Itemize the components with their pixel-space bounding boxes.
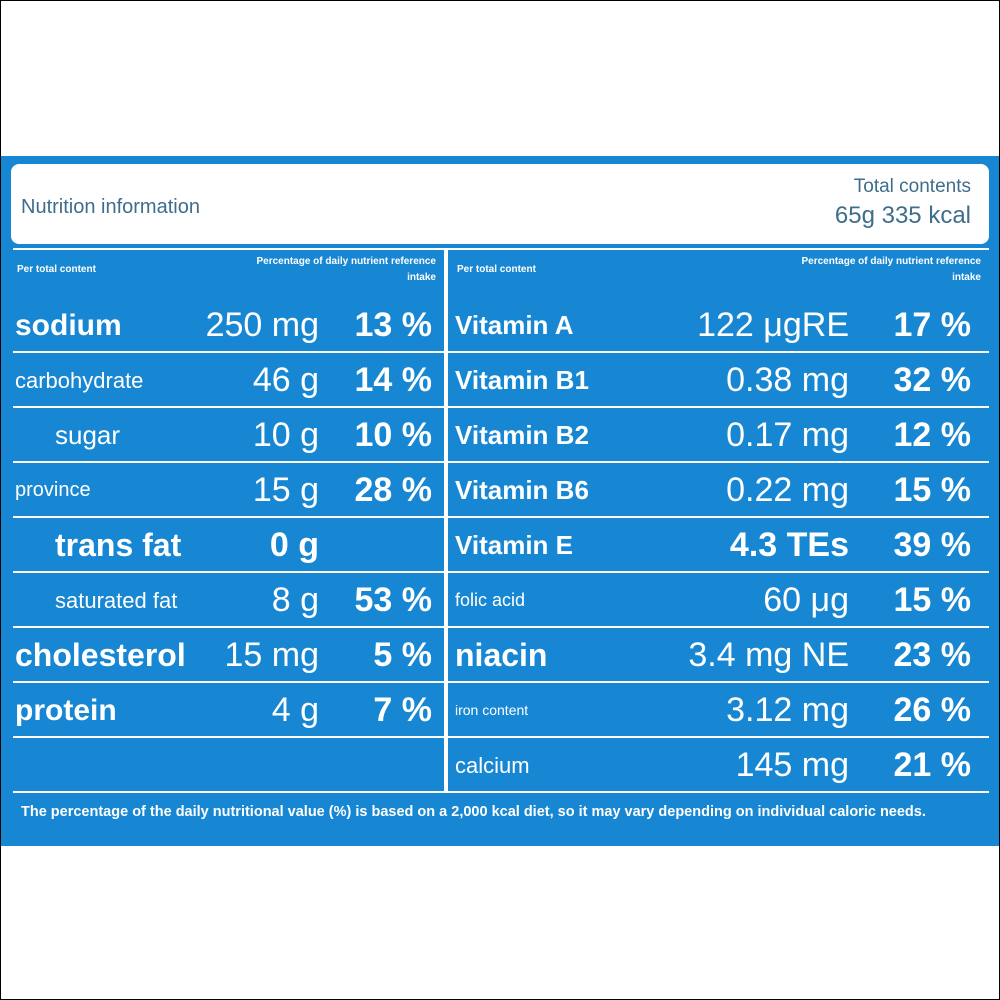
- nutrient-name: sugar: [55, 420, 121, 450]
- column-divider: [444, 248, 448, 793]
- amount: 4.3 TEs: [729, 526, 849, 564]
- col-header: Percentage of daily nutrient reference i…: [256, 256, 436, 283]
- nutrient-name: sodium: [15, 309, 122, 342]
- amount: 15 g: [252, 471, 319, 509]
- percent: 13 %: [354, 306, 433, 344]
- percent: 17 %: [893, 306, 972, 344]
- nutrient-name: carbohydrate: [15, 368, 144, 393]
- row-line: [13, 298, 444, 353]
- row-line: [448, 683, 989, 738]
- col-header: Per total content: [17, 264, 96, 275]
- row-line: [13, 628, 444, 683]
- amount: 0.22 mg: [726, 471, 849, 509]
- percent: 12 %: [893, 416, 972, 454]
- row-line: [448, 573, 989, 628]
- amount: 0.17 mg: [726, 416, 849, 454]
- percent: 28 %: [354, 471, 433, 509]
- amount: 0 g: [269, 526, 319, 564]
- amount: 3.12 mg: [726, 691, 849, 729]
- nutrient-name: iron content: [455, 702, 529, 718]
- row-line: [13, 683, 444, 738]
- nutrient-name: niacin: [455, 637, 548, 673]
- row-line: [448, 298, 989, 353]
- rule: [13, 248, 989, 250]
- row-line: [448, 518, 989, 573]
- percent: 32 %: [893, 361, 972, 399]
- percent: 15 %: [893, 471, 972, 509]
- nutrient-name: Vitamin B1: [455, 365, 589, 395]
- col-header: Percentage of daily nutrient reference i…: [801, 256, 981, 283]
- percent: 26 %: [893, 691, 972, 729]
- amount: 10 g: [252, 416, 319, 454]
- amount: 250 mg: [205, 306, 319, 344]
- row-line: [13, 738, 444, 793]
- amount: 46 g: [252, 361, 319, 399]
- label-panel: Nutrition information Total contents 65g…: [1, 156, 999, 846]
- nutrient-name: saturated fat: [55, 588, 178, 613]
- nutrient-name: province: [15, 479, 91, 501]
- percent: 39 %: [893, 526, 972, 564]
- row-line: [448, 408, 989, 463]
- nutrient-name: Vitamin B2: [455, 420, 589, 450]
- row-line: [448, 463, 989, 518]
- percent: 5 %: [373, 636, 432, 674]
- amount: 4 g: [271, 691, 319, 729]
- percent: 21 %: [893, 746, 972, 784]
- row-line: [13, 463, 444, 518]
- footnote: The percentage of the daily nutritional …: [21, 804, 926, 820]
- amount: 8 g: [271, 581, 319, 619]
- percent: 23 %: [893, 636, 972, 674]
- nutrient-name: folic acid: [455, 590, 526, 610]
- amount: 3.4 mg NE: [688, 636, 849, 674]
- nutrient-name: Vitamin A: [455, 310, 574, 340]
- row-line: [13, 518, 444, 573]
- percent: 14 %: [354, 361, 433, 399]
- col-header: Per total content: [457, 264, 536, 275]
- percent: 53 %: [354, 581, 433, 619]
- row-line: [448, 738, 989, 793]
- nutrient-name: Vitamin E: [455, 530, 574, 560]
- row-line: [13, 408, 444, 463]
- nutrient-name: cholesterol: [15, 637, 186, 673]
- amount: 15 mg: [224, 636, 320, 674]
- percent: 10 %: [354, 416, 433, 454]
- row-line: [448, 353, 989, 408]
- header: Nutrition information Total contents 65g…: [11, 164, 989, 244]
- nutrient-name: calcium: [455, 753, 530, 778]
- percent: 7 %: [373, 691, 432, 729]
- row-line: [13, 353, 444, 408]
- nutrient-name: protein: [15, 694, 117, 727]
- percent: 15 %: [893, 581, 972, 619]
- row-line: [13, 573, 444, 628]
- title: Nutrition information: [21, 196, 200, 218]
- row-line: [448, 628, 989, 683]
- amount: 0.38 mg: [726, 361, 849, 399]
- nutrient-name: trans fat: [55, 527, 182, 563]
- total-value: 65g 335 kcal: [834, 202, 971, 229]
- amount: 60 μg: [763, 581, 849, 619]
- nutrient-name: Vitamin B6: [455, 475, 589, 505]
- amount: 145 mg: [735, 746, 849, 784]
- amount: 122 μgRE: [697, 306, 849, 344]
- total-label: Total contents: [853, 176, 971, 197]
